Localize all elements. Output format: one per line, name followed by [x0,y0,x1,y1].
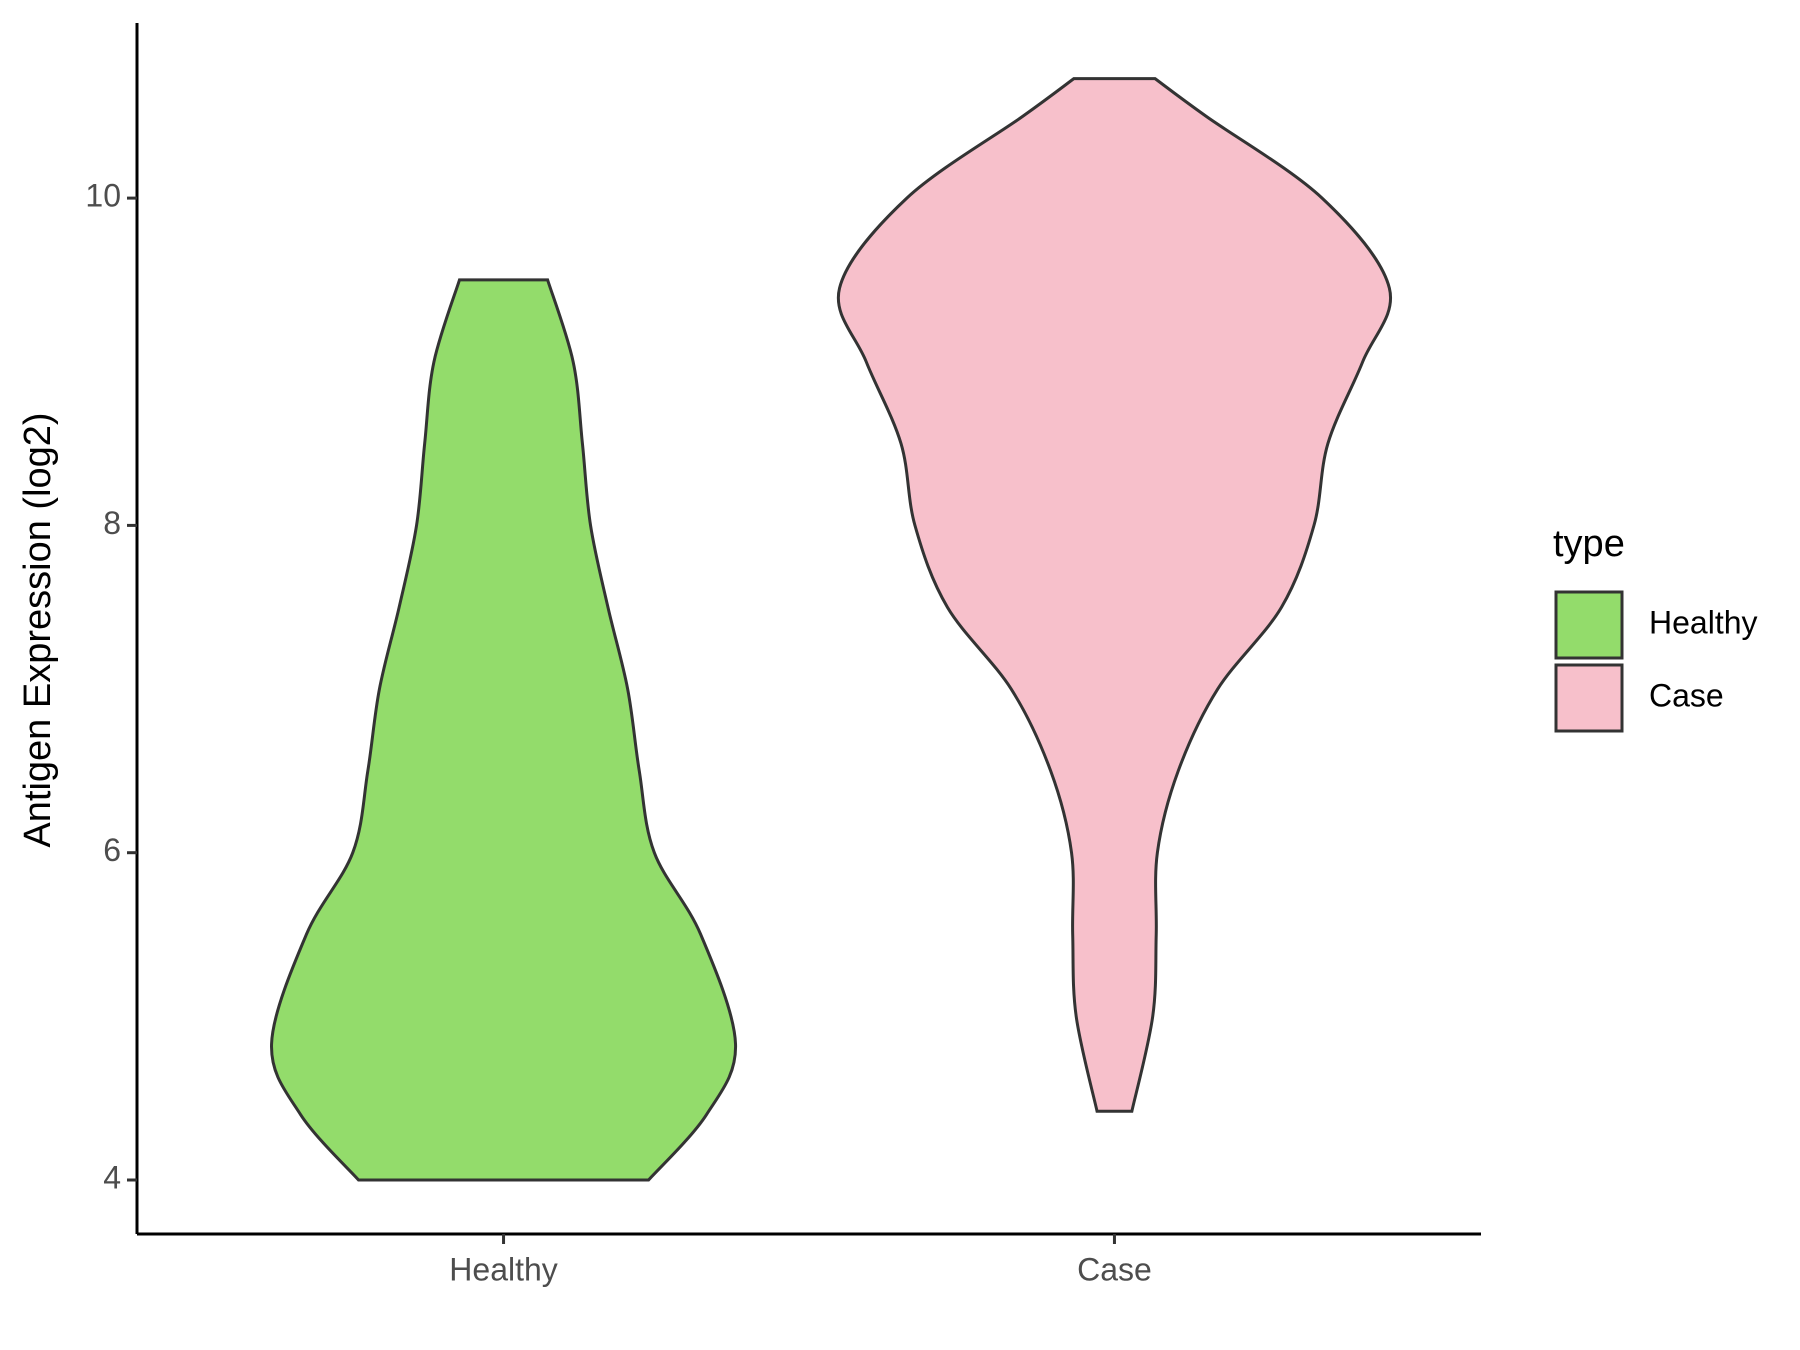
y-tick-label: 4 [103,1159,121,1195]
legend-key [1554,663,1624,733]
legend-label: Case [1649,677,1724,713]
x-tick-label: Healthy [449,1251,558,1287]
legend-label: Healthy [1649,604,1758,640]
y-tick-label: 8 [103,505,121,541]
y-tick-label: 6 [103,832,121,868]
y-tick-label: 10 [85,178,121,214]
violin [836,77,1393,1113]
y-axis-title: Antigen Expression (log2) [17,412,59,847]
legend-key [1554,590,1624,660]
legend-title: type [1553,523,1625,565]
violin [270,278,738,1182]
x-tick-label: Case [1077,1251,1152,1287]
